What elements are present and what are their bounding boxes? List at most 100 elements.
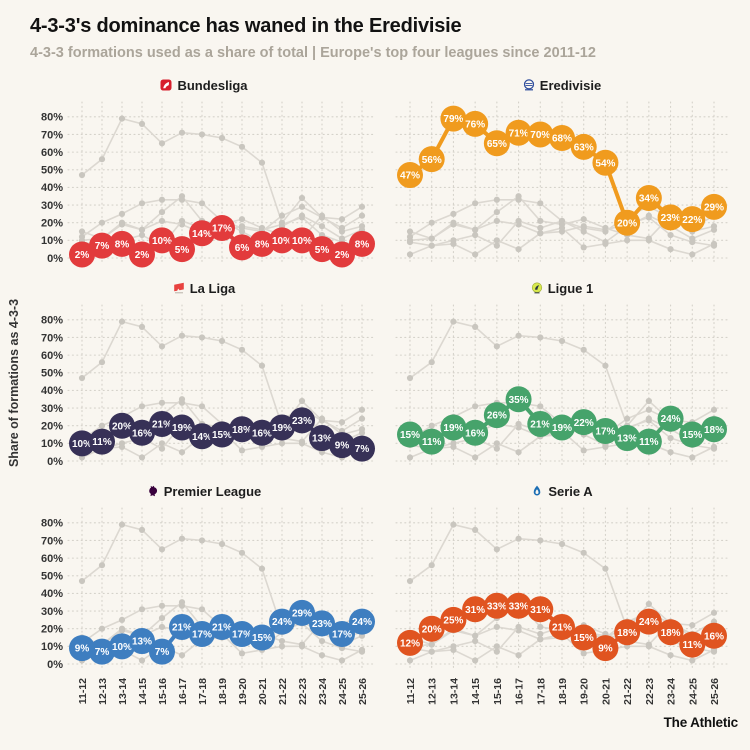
x-tick-label: 22-23 [644, 678, 656, 705]
background-dot [238, 650, 246, 657]
data-point-serie-a-14-15: 31% [462, 596, 489, 623]
background-dot [238, 228, 246, 235]
background-dot [493, 643, 500, 650]
background-dot [238, 216, 246, 223]
data-point-serie-a-13-14: 25% [440, 606, 467, 633]
background-dot [472, 231, 479, 239]
background-dot [428, 235, 435, 242]
background-dot [515, 196, 522, 203]
x-tick-label: 15-16 [492, 678, 504, 705]
data-point-eredivisie-21-22: 20% [614, 209, 641, 236]
data-point-bundesliga-21-22: 10% [269, 227, 295, 254]
background-dot [158, 217, 166, 225]
x-tick-label: 21-22 [277, 678, 289, 705]
data-point-la-liga-17-18: 14% [189, 423, 215, 450]
data-point-label: 63% [574, 142, 594, 153]
data-point-label: 65% [487, 139, 507, 150]
data-point-ligue-1-20-21: 17% [592, 418, 619, 444]
background-dot [158, 615, 166, 622]
data-point-bundesliga-25-26: 8% [349, 230, 375, 257]
data-point-label: 34% [639, 194, 659, 205]
background-dot [624, 237, 631, 244]
y-tick-label: 60% [41, 147, 63, 159]
background-dot [358, 648, 366, 655]
data-point-label: 14% [192, 432, 212, 443]
y-tick-label: 50% [41, 368, 63, 380]
x-tick-label: 22-23 [297, 678, 309, 705]
data-point-label: 10% [72, 439, 92, 450]
x-tick-label: 24-25 [687, 678, 699, 705]
background-dot [78, 228, 86, 235]
background-dot [178, 602, 186, 609]
data-point-label: 10% [292, 236, 312, 247]
data-point-bundesliga-19-20: 6% [229, 234, 255, 261]
panel-title-label: Serie A [548, 483, 593, 499]
data-point-ligue-1-16-17: 35% [505, 386, 532, 413]
background-dot [428, 242, 435, 249]
data-point-eredivisie-15-16: 65% [483, 130, 510, 157]
background-dot [218, 540, 226, 548]
panel-eredivisie: Eredivisie 47% 56% 79% 76% 65% 71% 70% 68% 63% 54%… [386, 76, 738, 266]
background-dot [198, 334, 206, 341]
background-dot [98, 359, 106, 366]
brand-logo: The Athletic [663, 715, 739, 730]
x-tick-label: 12-13 [427, 678, 439, 705]
background-dot [493, 209, 500, 216]
data-point-ligue-1-21-22: 13% [614, 425, 641, 452]
data-point-eredivisie-19-20: 63% [570, 133, 597, 160]
data-point-bundesliga-23-24: 5% [309, 236, 335, 263]
background-dot [358, 415, 366, 422]
x-tick-label: 19-20 [237, 678, 249, 705]
background-dot [602, 362, 609, 369]
background-dot [450, 643, 457, 650]
data-point-label: 18% [661, 628, 681, 639]
background-dot [198, 403, 206, 410]
background-dot [158, 546, 166, 553]
data-point-label: 31% [530, 605, 550, 616]
background-dot [689, 235, 696, 242]
background-dot [406, 657, 414, 664]
data-point-label: 23% [292, 416, 312, 427]
data-point-label: 23% [312, 619, 332, 630]
background-dot [338, 224, 346, 232]
background-dot [138, 526, 146, 533]
data-point-label: 2% [75, 250, 90, 261]
background-dot [450, 440, 457, 447]
data-point-label: 24% [352, 617, 372, 628]
data-point-label: 21% [152, 420, 172, 431]
data-point-eredivisie-14-15: 76% [462, 110, 489, 137]
x-tick-label: 18-19 [557, 678, 569, 705]
background-dot [580, 216, 587, 223]
data-point-bundesliga-14-15: 2% [129, 241, 155, 268]
background-dot [318, 223, 326, 230]
y-tick-label: 10% [41, 641, 63, 653]
background-dot [178, 449, 186, 456]
background-dot [298, 641, 306, 648]
background-dot [178, 535, 186, 542]
background-dot [602, 565, 609, 572]
background-dot [472, 226, 479, 233]
background-dot [138, 606, 146, 613]
background-dot [428, 648, 435, 655]
data-point-la-liga-23-24: 13% [309, 425, 335, 452]
background-dot [472, 251, 479, 258]
background-dot [689, 657, 696, 664]
panel-title: Eredivisie [386, 76, 738, 94]
line-chart-ligue-1: 15%11%19% 16%26%35%21% 19% 22%17%13% 11%24%1… [395, 304, 729, 466]
data-point-la-liga-16-17: 19% [169, 414, 195, 441]
background-dot [278, 637, 286, 645]
panel-la-liga: La Liga 0% 10% 20% 30% 40% 50% 60% 70% 80% 10% 11% 2… [22, 279, 386, 469]
background-dot [428, 219, 435, 226]
background-dot [515, 623, 522, 631]
y-tick-label: 70% [41, 535, 63, 547]
background-dot [450, 221, 457, 228]
background-dot [537, 537, 544, 544]
data-point-label: 16% [252, 428, 272, 439]
background-dot [258, 362, 266, 369]
data-point-la-liga-15-16: 21% [149, 410, 175, 437]
data-point-label: 19% [272, 423, 292, 434]
data-point-premier-league-21-22: 24% [269, 608, 295, 635]
data-point-ligue-1-12-13: 11% [418, 428, 445, 455]
data-point-label: 19% [552, 423, 572, 434]
background-dot [710, 445, 718, 452]
